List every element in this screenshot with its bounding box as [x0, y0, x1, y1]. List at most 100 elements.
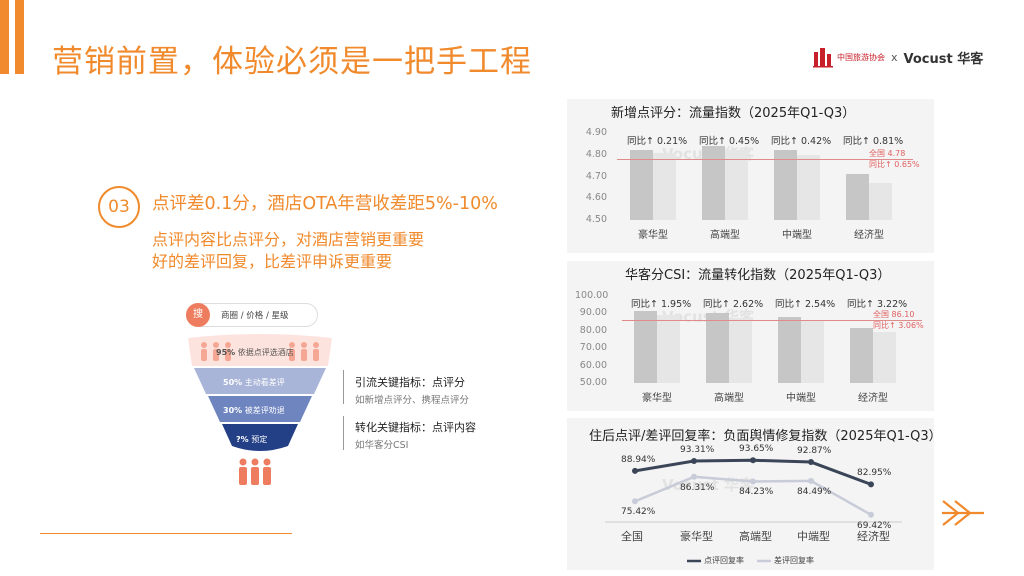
data-point — [691, 458, 697, 465]
bar — [801, 320, 824, 383]
bottom-rule — [40, 533, 292, 534]
yoy-label: 同比↑ 0.42% — [771, 136, 832, 147]
legend-label: 点评回复率 — [704, 556, 744, 565]
bar — [797, 154, 820, 220]
logo-area: 中国旅游协会 x Vocust 华客 — [812, 44, 983, 70]
reference-yoy-label: 同比↑ 0.65% — [869, 160, 920, 170]
x-category-label: 豪华型 — [680, 530, 713, 543]
x-category-label: 豪华型 — [638, 230, 668, 241]
data-point — [632, 498, 638, 505]
x-category-label: 豪华型 — [642, 393, 672, 404]
y-tick-label: 70.00 — [579, 342, 607, 354]
funnel-shape — [188, 334, 332, 451]
x-category-label: 中端型 — [782, 230, 812, 241]
section-subline-1: 点评内容比点评分，对酒店营销更重要 — [152, 230, 425, 249]
yoy-label: 同比↑ 0.21% — [627, 136, 688, 147]
funnel-level-4-label: ?% 预定 — [236, 435, 268, 444]
annotation-sub-2: 如华客分CSI — [355, 440, 409, 451]
data-label: 75.42% — [621, 507, 656, 518]
x-category-label: 经济型 — [854, 230, 884, 241]
bar — [869, 183, 892, 220]
bar — [729, 317, 752, 383]
accent-bar — [0, 0, 9, 74]
search-pill: 搜 商圈 / 价格 / 星级 — [186, 303, 318, 327]
data-point — [750, 457, 756, 464]
y-tick-label: 4.90 — [585, 127, 607, 138]
yoy-label: 同比↑ 2.54% — [775, 299, 836, 310]
page-title: 营销前置，体验必须是一把手工程 — [52, 44, 532, 80]
data-point — [632, 467, 638, 474]
section-headline: 点评差0.1分，酒店OTA年营收差距5%-10% — [152, 194, 498, 214]
data-point — [808, 477, 814, 484]
people-icon — [201, 342, 319, 361]
reference-label: 全国 86.10 — [873, 310, 915, 320]
funnel-level-1-label: 95% 依据点评选酒店 — [216, 348, 294, 357]
yoy-label: 同比↑ 1.95% — [631, 299, 692, 310]
funnel-level-2 — [194, 368, 326, 394]
x-category-label: 经济型 — [858, 393, 888, 404]
y-tick-label: 60.00 — [579, 359, 607, 371]
funnel-level-4 — [222, 424, 298, 451]
data-label: 92.87% — [797, 446, 832, 457]
data-label: 86.31% — [680, 482, 715, 493]
x-category-label: 经济型 — [857, 530, 890, 543]
x-category-label: 中端型 — [786, 393, 816, 404]
yoy-label: 同比↑ 0.81% — [843, 136, 904, 147]
bar — [850, 327, 873, 383]
bar — [778, 316, 801, 383]
annotation-bracket — [343, 370, 344, 404]
chart-title: 华客分CSI：流量转化指数（2025年Q1-Q3） — [625, 268, 891, 283]
annotation-title-2: 转化关键指标：点评内容 — [355, 421, 476, 434]
bar — [657, 315, 680, 383]
funnel-diagram: 搜 商圈 / 价格 / 星级 95% 依据点评选酒店 50% 主动看差评 30%… — [180, 300, 500, 490]
line-chart-svg — [605, 457, 902, 563]
annotation-sub-1: 如新增点评分、携程点评分 — [355, 395, 470, 406]
yoy-label: 同比↑ 3.22% — [847, 299, 908, 310]
y-tick-label: 100.00 — [575, 290, 609, 301]
annotation-title-1: 引流关键指标：点评分 — [355, 376, 465, 389]
data-point — [868, 511, 874, 518]
data-label: 93.31% — [680, 445, 715, 456]
bar — [630, 150, 653, 220]
section-number: 03 — [98, 186, 140, 228]
bar — [702, 146, 725, 220]
customers-icon — [239, 458, 271, 485]
brand-logo: Vocust 华客 — [903, 51, 984, 67]
data-label: 69.42% — [857, 520, 892, 531]
bar — [774, 150, 797, 220]
data-label: 93.65% — [739, 444, 774, 455]
logo-separator: x — [891, 50, 898, 64]
x-category-label: 高端型 — [739, 530, 772, 543]
partner-logo: 中国旅游协会 — [812, 46, 885, 68]
data-point — [750, 478, 756, 485]
bar — [873, 331, 896, 383]
y-tick-label: 50.00 — [579, 377, 607, 388]
next-arrow-icon[interactable] — [940, 498, 986, 528]
x-category-label: 高端型 — [710, 230, 740, 241]
yoy-label: 同比↑ 2.62% — [703, 299, 764, 310]
section-subline-2: 好的差评回复，比差评申诉更重要 — [152, 252, 393, 271]
x-category-label: 中端型 — [797, 530, 830, 543]
search-criteria: 商圈 / 价格 / 星级 — [221, 311, 289, 321]
funnel-level-3 — [208, 396, 312, 422]
data-label: 84.23% — [739, 487, 774, 498]
chart-panel-2: 华客分CSI：流量转化指数（2025年Q1-Q3）Vocust 华客100.00… — [567, 261, 934, 411]
partner-logo-text: 中国旅游协会 — [837, 52, 885, 62]
data-label: 82.95% — [857, 468, 892, 479]
yoy-label: 同比↑ 0.45% — [699, 136, 760, 147]
data-point — [691, 473, 697, 480]
data-label: 88.94% — [621, 454, 656, 465]
bar — [706, 313, 729, 383]
reference-line — [622, 320, 922, 322]
y-tick-label: 90.00 — [579, 307, 607, 319]
accent-bar — [15, 0, 24, 74]
data-point — [868, 481, 874, 488]
y-tick-label: 4.60 — [585, 192, 607, 204]
funnel-level-3-label: 30% 被差评劝退 — [223, 406, 285, 415]
bar — [634, 311, 657, 383]
chart-title: 住后点评/差评回复率：负面舆情修复指数（2025年Q1-Q3） — [589, 429, 942, 444]
annotation-bracket — [343, 416, 344, 450]
chart-panel-1: 新增点评分：流量指数（2025年Q1-Q3）Vocust 华客4.904.804… — [567, 99, 934, 253]
bar — [725, 150, 748, 220]
data-point — [808, 459, 814, 466]
